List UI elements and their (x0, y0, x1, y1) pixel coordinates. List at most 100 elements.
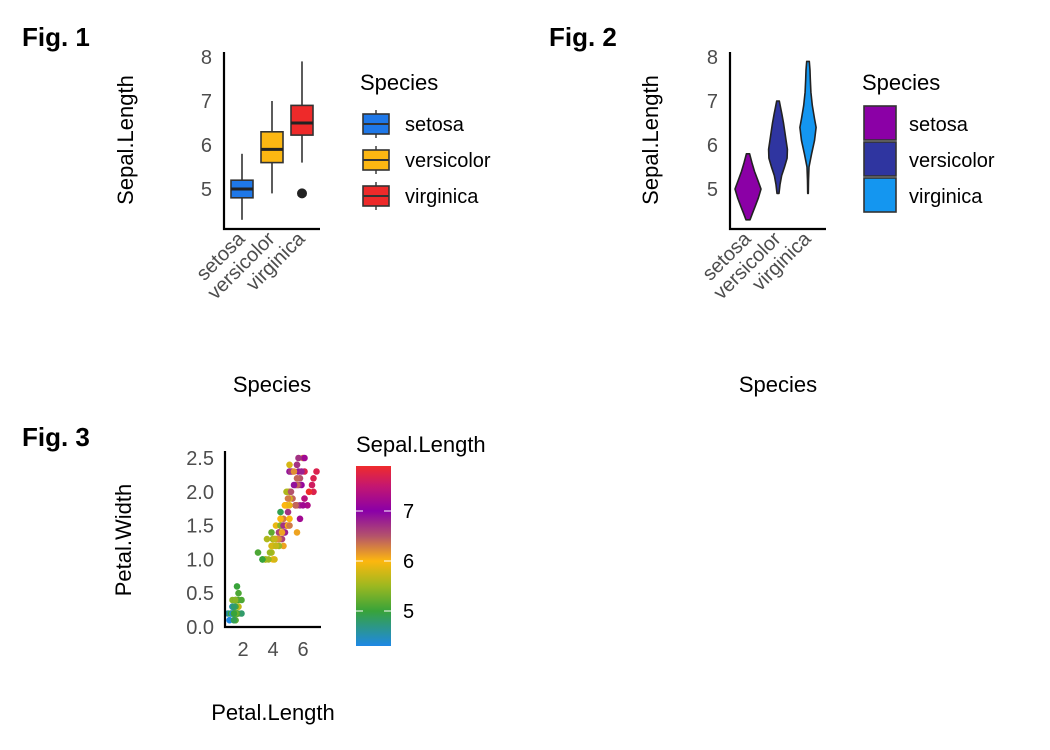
fig3-scatter-point (305, 488, 313, 496)
fig2-legend-label: versicolor (909, 150, 995, 172)
fig3-scatter-point (286, 522, 293, 529)
fig3-scatter-point (235, 589, 242, 597)
fig2-legend: setosa versicolor virginica (863, 105, 995, 213)
fig3-scatter-point (271, 556, 278, 563)
fig3-scatter-point (284, 495, 292, 502)
fig3-y-tick-label: 2.0 (186, 482, 214, 504)
fig1-legend: setosa versicolor virginica (362, 110, 491, 210)
fig3-scatter: Petal.Width Petal.Length 0.0 0.5 1.0 1.5 2.0… (111, 432, 486, 725)
fig3-scatter-point (232, 596, 239, 604)
fig3-scatter-point (271, 535, 278, 543)
fig2-label: Fig. 2 (549, 22, 617, 52)
fig3-scatter-point (293, 475, 301, 482)
fig3-scatter-point (238, 596, 245, 604)
fig3-colorbar-tick-label: 7 (403, 501, 414, 523)
fig3-scatter-point (292, 502, 299, 509)
fig3-scatter-point (290, 468, 298, 475)
fig3-colorbar: 5 6 7 (356, 466, 414, 646)
fig1-outlier-point (297, 188, 307, 199)
fig2-legend-key-setosa (863, 105, 897, 141)
fig3-scatter-point (230, 610, 238, 617)
fig3-x-tick-label: 4 (267, 639, 278, 661)
fig1-y-tick-label: 8 (201, 47, 212, 69)
fig2-legend-label: setosa (909, 114, 969, 136)
fig1-axes (222, 52, 320, 231)
fig3-scatter-point (254, 549, 262, 556)
fig3-y-tick-label: 1.5 (186, 516, 214, 538)
fig3-scatter-point (272, 542, 280, 550)
fig3-scatter-point (259, 556, 266, 563)
fig3-scatter-point (313, 468, 320, 475)
fig3-scatter-point (295, 454, 302, 462)
fig3-scatter-point (268, 529, 275, 536)
fig3-scatter-point (266, 549, 274, 556)
fig3-scatter-point (230, 616, 238, 624)
fig3-scatter-point (230, 603, 238, 610)
fig1-legend-label: setosa (405, 114, 465, 136)
fig1-y-tick-label: 6 (201, 135, 212, 157)
fig3-scatter-point (308, 481, 316, 489)
fig3-scatter-point (277, 508, 284, 516)
fig3-scatter-point (277, 515, 284, 523)
fig3-scatter-point (301, 454, 308, 462)
fig3-scatter-point (287, 488, 295, 496)
fig3-axes (223, 451, 321, 629)
fig3-scatter-point (290, 481, 298, 489)
fig3-scatter-point (263, 535, 271, 543)
fig3-scatter-point (286, 515, 293, 523)
fig1-y-tick-label: 7 (201, 91, 212, 113)
fig2-legend-key-virginica (863, 177, 897, 213)
fig1-legend-label: virginica (405, 186, 479, 208)
fig3-y-tick-label: 0.5 (186, 583, 214, 605)
fig3-scatter-point (278, 529, 286, 536)
fig2-violin: Sepal.Length Species 5 6 7 8 setosa versicol… (638, 47, 995, 397)
fig2-violin-setosa (734, 153, 762, 221)
fig3-y-tick-label: 0.0 (186, 617, 214, 639)
fig3-scatter-point (286, 502, 293, 509)
fig2-y-axis-title: Sepal.Length (638, 75, 663, 205)
fig1-y-axis-title: Sepal.Length (113, 75, 138, 205)
fig3-colorbar-tick-label: 6 (403, 551, 414, 573)
fig2-y-tick-label: 5 (707, 179, 718, 201)
fig2-y-tick-label: 7 (707, 91, 718, 113)
fig3-colorbar-gradient (356, 466, 391, 646)
fig3-y-tick-label: 1.0 (186, 549, 214, 571)
fig3-colorbar-title: Sepal.Length (356, 432, 486, 457)
fig3-scatter-point (284, 508, 292, 516)
fig2-legend-title: Species (862, 70, 940, 95)
fig3-scatter-point (233, 583, 241, 590)
fig3-scatter-point (286, 461, 293, 469)
fig3-scatter-point (265, 556, 272, 563)
fig3-scatter-point (299, 502, 307, 509)
fig1-boxplot: Sepal.Length Species 5 6 7 8 setosa versicol… (113, 47, 491, 397)
fig3-scatter-point (293, 461, 301, 469)
fig2-y-tick-label: 6 (707, 135, 718, 157)
fig3-scatter-point (310, 475, 317, 482)
fig2-violin-virginica (799, 60, 817, 195)
fig1-box-versicolor (260, 131, 284, 164)
fig2-axes (728, 52, 826, 231)
fig2-y-tick-label: 8 (707, 47, 718, 69)
fig1-legend-title: Species (360, 70, 438, 95)
fig1-box-virginica (290, 104, 314, 136)
fig2-violin-versicolor (767, 100, 789, 195)
fig3-label: Fig. 3 (22, 422, 90, 452)
fig3-x-tick-label: 6 (297, 639, 308, 661)
fig1-x-axis-title: Species (233, 372, 311, 397)
fig3-colorbar-tick-label: 5 (403, 601, 414, 623)
fig3-y-tick-label: 2.5 (186, 448, 214, 470)
fig3-scatter-point (296, 515, 304, 523)
fig3-scatter-point (293, 529, 301, 536)
fig2-x-axis-title: Species (739, 372, 817, 397)
fig3-x-axis-title: Petal.Length (211, 700, 335, 725)
fig3-scatter-point (298, 468, 305, 475)
fig3-scatter-point (301, 495, 308, 502)
fig3-y-axis-title: Petal.Width (111, 484, 136, 597)
fig1-y-tick-label: 5 (201, 179, 212, 201)
fig3-x-tick-label: 2 (237, 639, 248, 661)
fig1-legend-label: versicolor (405, 150, 491, 172)
fig2-legend-label: virginica (909, 186, 983, 208)
fig2-legend-key-versicolor (863, 141, 897, 177)
fig1-label: Fig. 1 (22, 22, 90, 52)
